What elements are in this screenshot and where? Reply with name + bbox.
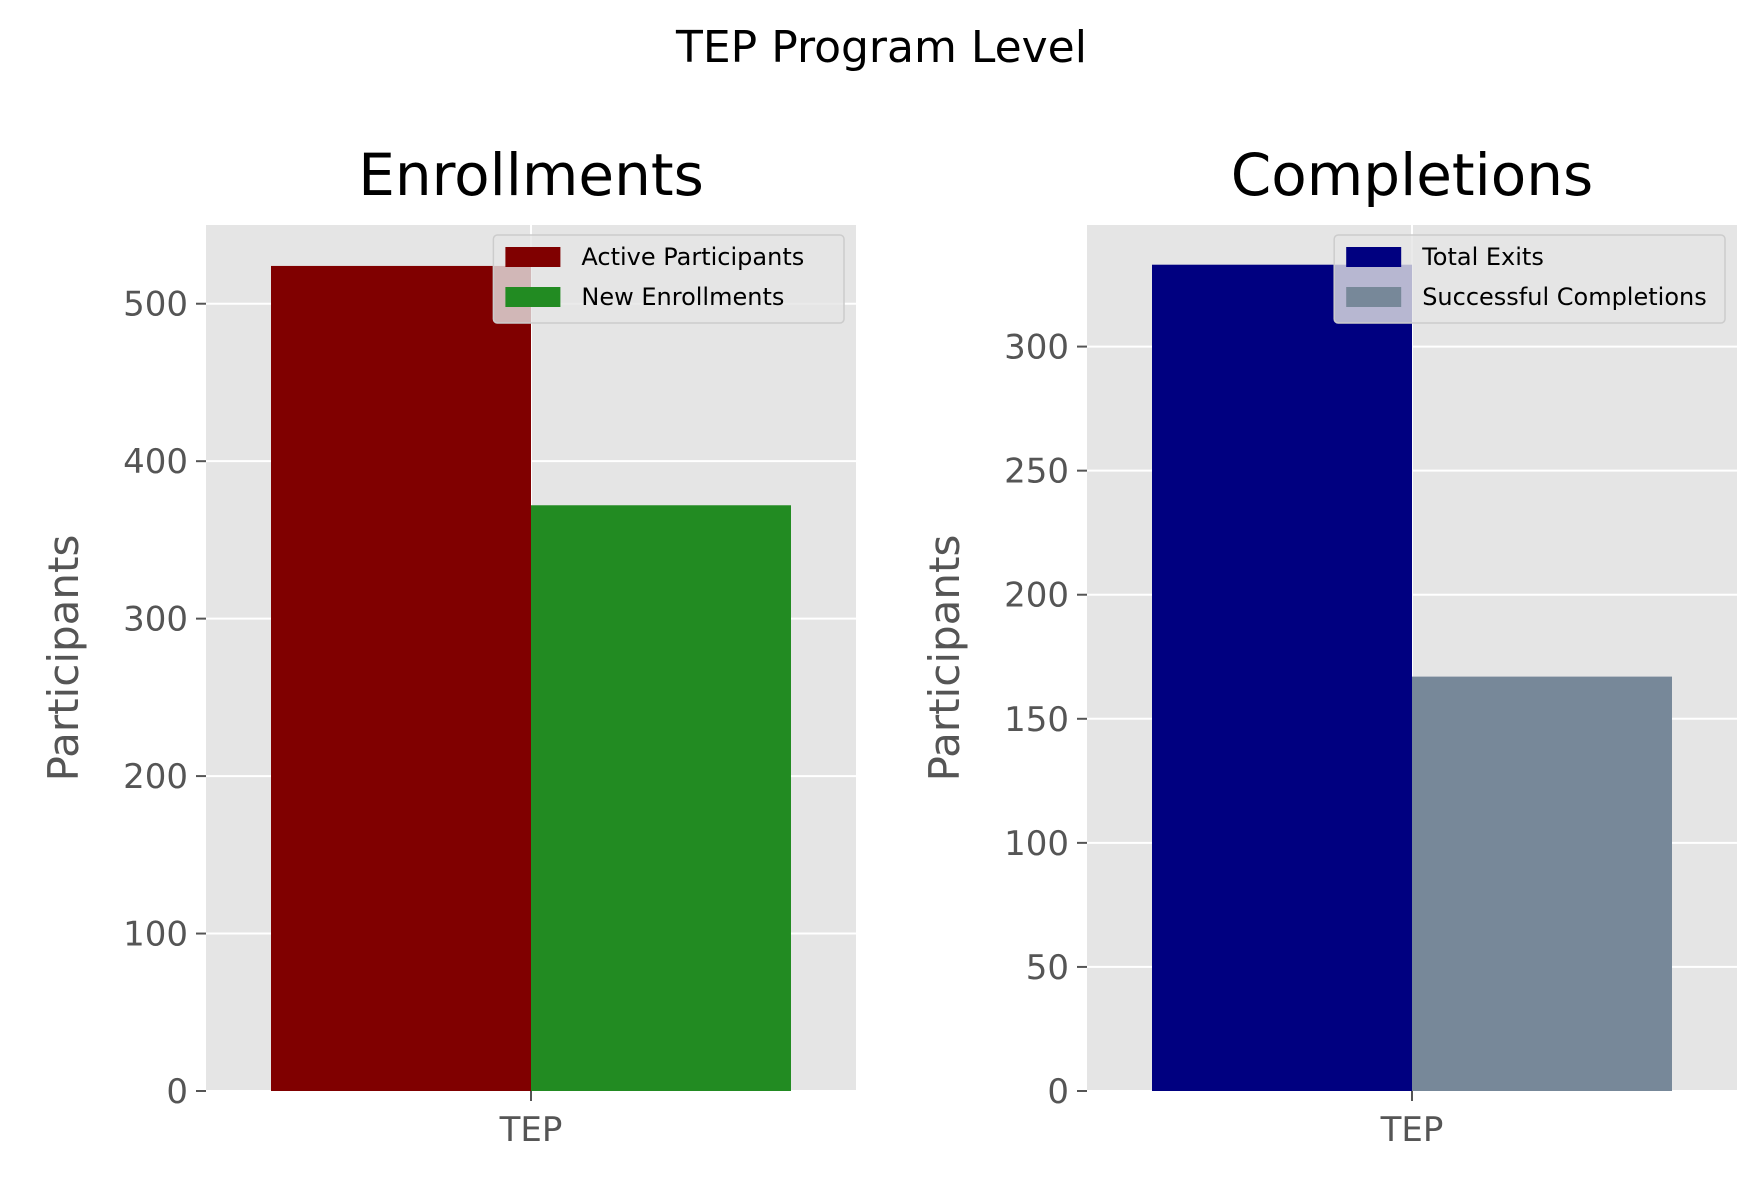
plot2-ytick-label: 300 [1004, 328, 1069, 368]
plot1-ytick-label: 200 [123, 757, 188, 797]
figure-title: TEP Program Level [676, 22, 1087, 73]
plot1-legend-label: New Enrollments [581, 283, 784, 311]
plot2-title: Completions [1231, 141, 1593, 209]
plot1-title: Enrollments [358, 141, 704, 209]
plot2-legend: Total Exits Successful Completions [1333, 234, 1726, 324]
plot2-ytick-label: 0 [1047, 1072, 1069, 1112]
plot1-xtick-label: TEP [499, 1110, 563, 1150]
plot2-legend-frame [1333, 234, 1726, 324]
plot1-bar-active-participants [271, 265, 531, 1091]
plot2-ytick-label: 100 [1004, 824, 1069, 864]
plot2-ylabel: Participants [920, 535, 969, 782]
plot2-legend-label: Successful Completions [1422, 283, 1707, 311]
plot1-legend-swatch [505, 287, 561, 307]
plot1-ytick-label: 100 [123, 915, 188, 955]
plot1-ytick-label: 0 [166, 1072, 188, 1112]
plot2-ytick-label: 150 [1004, 700, 1069, 740]
plot2-xtick-label: TEP [1380, 1110, 1444, 1150]
plot2-legend-swatch [1346, 247, 1402, 267]
plot1-legend-frame [492, 234, 845, 324]
plot1-legend: Active Participants New Enrollments [492, 234, 845, 324]
plot1-group: 0 100 200 300 400 500 TEP Participants Enrollmen… [39, 141, 856, 1150]
plot2-group: 0 50 100 150 200 250 300 TEP Participants Complet… [920, 141, 1737, 1150]
plot1-ytick-label: 500 [123, 285, 188, 325]
plot2-legend-label: Total Exits [1421, 243, 1544, 271]
plot2-legend-swatch [1346, 287, 1402, 307]
plot1-legend-label: Active Participants [581, 243, 804, 271]
plot1-bar-new-enrollments [531, 505, 791, 1091]
plot1-ytick-label: 300 [123, 600, 188, 640]
plot2-ytick-label: 50 [1026, 948, 1069, 988]
plot2-ytick-label: 250 [1004, 452, 1069, 492]
plot1-ytick-label: 400 [123, 442, 188, 482]
plot2-bar-successful-completions [1412, 676, 1672, 1091]
plot2-bar-total-exits [1152, 264, 1412, 1091]
plot1-legend-swatch [505, 247, 561, 267]
plot1-ylabel: Participants [39, 535, 88, 782]
plot2-ytick-label: 200 [1004, 576, 1069, 616]
